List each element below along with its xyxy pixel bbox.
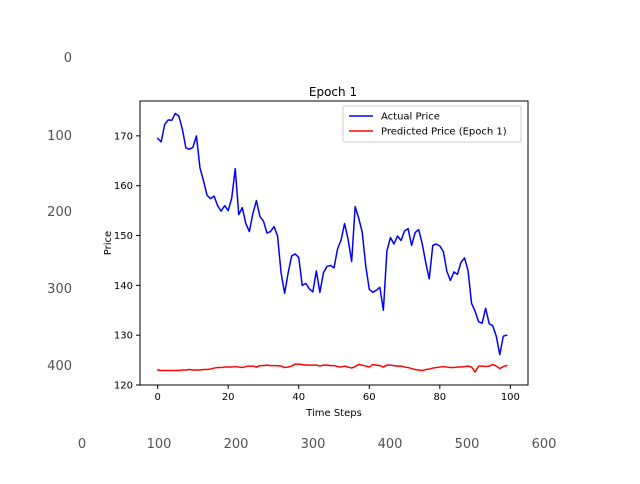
chart-title: Epoch 1 xyxy=(309,85,357,99)
outer-y-tick-label: 400 xyxy=(47,359,72,374)
y-tick-label: 170 xyxy=(114,131,133,142)
outer-x-tick-label: 100 xyxy=(147,437,172,452)
outer-x-tick-label: 500 xyxy=(455,437,480,452)
y-tick-label: 140 xyxy=(114,281,133,292)
y-tick-label: 130 xyxy=(114,331,133,342)
y-axis-ticks: 120 130 140 150 160 170 xyxy=(114,131,140,392)
y-tick-label: 150 xyxy=(114,231,133,242)
outer-y-tick-label: 0 xyxy=(64,51,72,66)
series-lines xyxy=(156,112,508,373)
legend-label-actual: Actual Price xyxy=(381,112,440,123)
outer-y-tick-label: 100 xyxy=(47,129,72,144)
outer-y-tick-label: 200 xyxy=(47,205,72,220)
y-axis-label: Price xyxy=(103,231,114,255)
legend: Actual Price Predicted Price (Epoch 1) xyxy=(342,105,522,143)
x-tick-label: 0 xyxy=(154,392,160,403)
outer-x-tick-label: 300 xyxy=(301,437,326,452)
y-tick-label: 160 xyxy=(114,181,133,192)
x-tick-label: 100 xyxy=(501,392,520,403)
plot-area-frame xyxy=(139,100,529,386)
outer-x-tick-label: 0 xyxy=(78,437,86,452)
legend-box xyxy=(342,105,522,143)
legend-label-predicted: Predicted Price (Epoch 1) xyxy=(381,127,507,138)
outer-y-tick-label: 300 xyxy=(47,282,72,297)
outer-image-axis-ticks: 0 100 200 300 400 0 100 200 300 400 500 … xyxy=(47,51,556,452)
outer-x-tick-label: 400 xyxy=(378,437,403,452)
outer-x-tick-label: 200 xyxy=(224,437,249,452)
x-axis-label: Time Steps xyxy=(305,408,362,419)
x-tick-label: 60 xyxy=(363,392,376,403)
x-tick-label: 20 xyxy=(222,392,235,403)
x-tick-label: 80 xyxy=(433,392,446,403)
x-axis-ticks: 0 20 40 60 80 100 xyxy=(154,385,520,403)
outer-x-tick-label: 600 xyxy=(532,437,557,452)
y-tick-label: 120 xyxy=(114,381,133,392)
predicted-price-line xyxy=(156,363,508,373)
x-tick-label: 40 xyxy=(292,392,305,403)
actual-price-line xyxy=(156,112,508,356)
